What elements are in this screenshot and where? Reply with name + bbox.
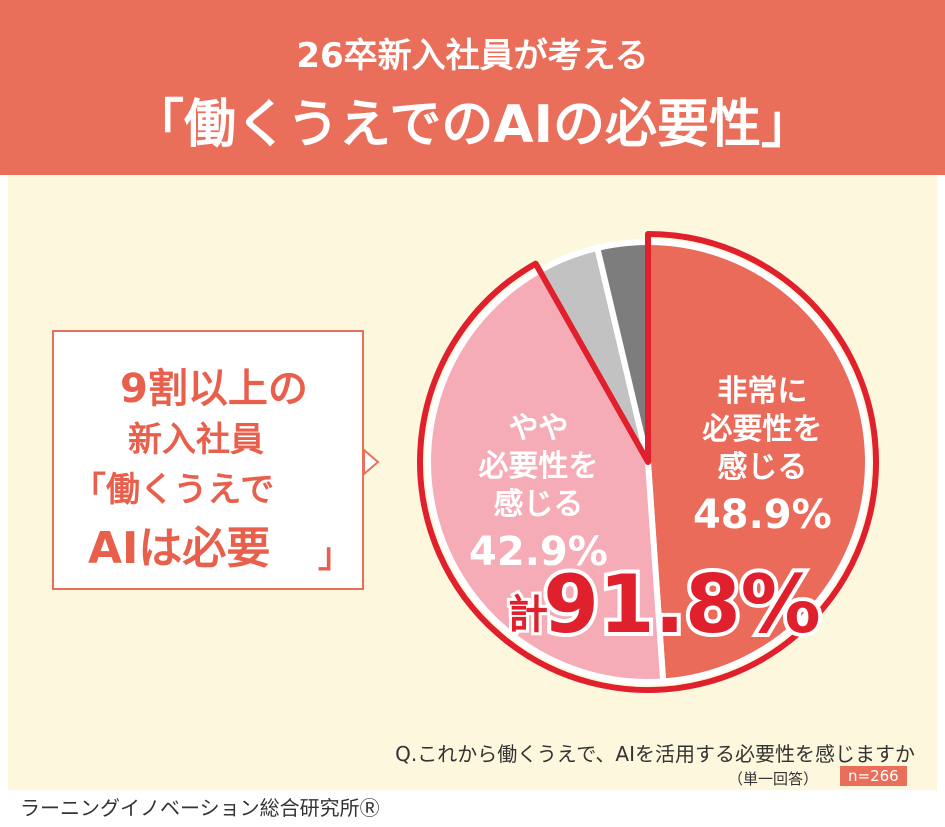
- callout-text: 9割以上の: [120, 366, 308, 412]
- slice-label: やや 必要性を 感じる: [478, 410, 599, 522]
- question: Q.これから働くうえで、AIを活用する必要性を感じますか: [395, 742, 915, 766]
- callout-box: [52, 330, 364, 590]
- pie-slice: [425, 266, 667, 685]
- title: 「働くうえでのAIの必要性」: [132, 95, 813, 155]
- pie-slice: [645, 238, 871, 685]
- answer-type: （単一回答）: [728, 770, 819, 788]
- callout-arrow: [363, 447, 380, 477]
- slice-value: 42.9%: [469, 528, 608, 575]
- total-outline: [417, 231, 879, 693]
- callout-text: 」: [318, 536, 352, 576]
- header: [0, 0, 945, 175]
- total-value: 91.8%: [543, 558, 821, 651]
- slice-value: 48.9%: [692, 492, 832, 539]
- callout-text: 「働くうえで: [72, 470, 275, 510]
- callout-text: AIは必要: [88, 523, 271, 574]
- callout-text: 新入社員: [128, 420, 264, 460]
- slice-label: 非常に 必要性を 感じる: [702, 374, 823, 486]
- title: 26卒新入社員が考える: [296, 36, 649, 76]
- total-label: 計: [508, 592, 548, 638]
- footer: ラーニングイノベーション総合研究所Ⓡ: [20, 796, 380, 820]
- sample-size: n=266: [840, 766, 907, 786]
